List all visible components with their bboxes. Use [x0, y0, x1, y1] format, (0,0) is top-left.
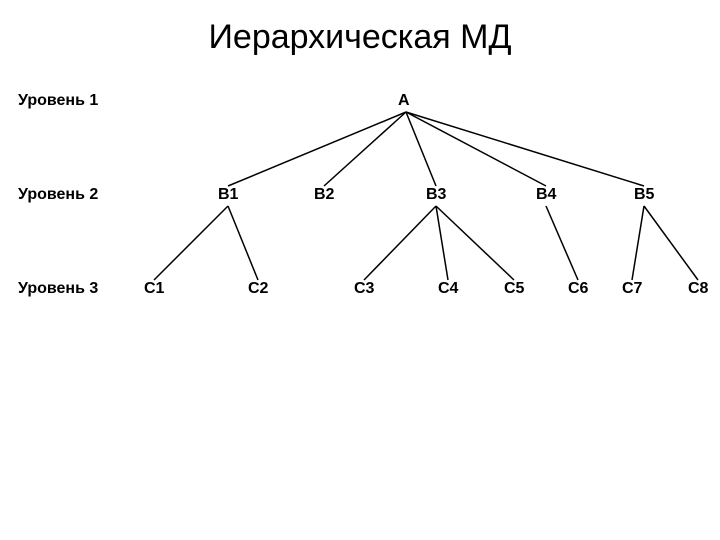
edge-A-B3 [406, 112, 436, 186]
edge-B3-C3 [364, 206, 436, 280]
edge-B3-C5 [436, 206, 514, 280]
node-B5: B5 [634, 186, 654, 204]
node-C7: C7 [622, 280, 642, 298]
edge-B3-C4 [436, 206, 448, 280]
node-A: A [398, 92, 410, 110]
node-C2: C2 [248, 280, 268, 298]
edge-B1-C2 [228, 206, 258, 280]
edge-B5-C8 [644, 206, 698, 280]
node-B4: B4 [536, 186, 556, 204]
node-C3: C3 [354, 280, 374, 298]
node-C6: C6 [568, 280, 588, 298]
node-C4: C4 [438, 280, 458, 298]
edge-B4-C6 [546, 206, 578, 280]
edge-B1-C1 [154, 206, 228, 280]
node-C5: C5 [504, 280, 524, 298]
level-label-3: Уровень 3 [18, 280, 98, 298]
node-B2: B2 [314, 186, 334, 204]
node-B1: B1 [218, 186, 238, 204]
node-C8: C8 [688, 280, 708, 298]
edge-A-B2 [324, 112, 406, 186]
level-label-1: Уровень 1 [18, 92, 98, 110]
node-B3: B3 [426, 186, 446, 204]
tree-diagram [0, 0, 720, 540]
edge-B5-C7 [632, 206, 644, 280]
node-C1: C1 [144, 280, 164, 298]
level-label-2: Уровень 2 [18, 186, 98, 204]
edge-A-B1 [228, 112, 406, 186]
